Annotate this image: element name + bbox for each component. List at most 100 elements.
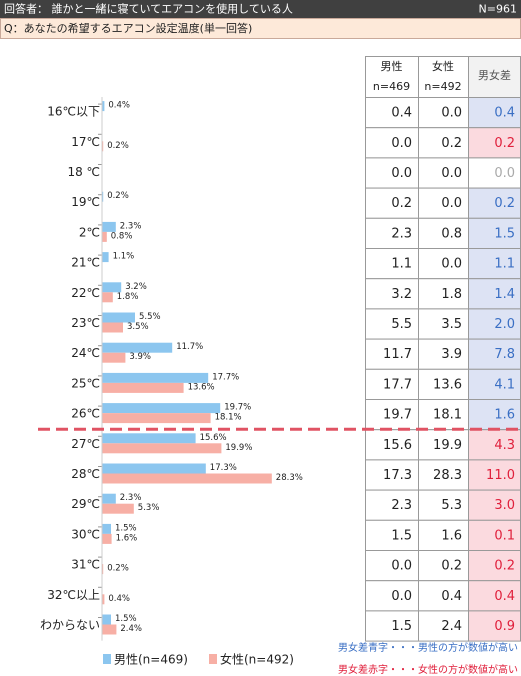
bar	[102, 433, 196, 444]
table-cell: 19.7	[383, 408, 412, 423]
value-label: 1.1%	[113, 252, 135, 262]
row-bg	[365, 368, 469, 400]
category-label: 22℃	[71, 286, 100, 300]
table-cell: 0.8	[441, 226, 462, 241]
table-cell: 0.2	[441, 136, 462, 151]
category-label: 19℃	[71, 195, 100, 209]
value-label: 15.6%	[200, 433, 227, 443]
category-label: 30℃	[71, 527, 100, 541]
table-cell: 19.9	[433, 438, 462, 453]
table-cell: 0.0	[441, 166, 462, 181]
category-label: 24℃	[71, 346, 100, 360]
bar	[102, 352, 126, 363]
row-bg	[365, 308, 469, 340]
value-label: 0.2%	[107, 564, 129, 574]
row-bg	[365, 278, 469, 310]
table-cell: 7.8	[494, 347, 515, 362]
table-cell: 1.6	[441, 528, 462, 543]
table-cell: 0.0	[441, 106, 462, 121]
value-label: 19.9%	[225, 443, 252, 453]
table-cell: 5.5	[391, 317, 412, 332]
value-label: 3.2%	[125, 282, 147, 292]
bar	[102, 443, 222, 454]
category-label: 16℃以下	[47, 105, 100, 119]
value-label: 17.3%	[210, 463, 237, 473]
table-cell: 17.3	[383, 468, 412, 483]
category-label: 27℃	[71, 437, 100, 451]
bar	[102, 564, 104, 575]
table-cell: 0.9	[494, 619, 515, 634]
table-cell: 0.1	[494, 528, 515, 543]
table-cell: 1.6	[494, 408, 515, 423]
column-header: 女性	[432, 59, 454, 73]
table-cell: 0.0	[391, 136, 412, 151]
table-cell: 0.0	[391, 589, 412, 604]
bar	[102, 533, 112, 544]
category-label: 17℃	[71, 135, 100, 149]
bar	[102, 322, 123, 333]
table-cell: 2.3	[391, 498, 412, 513]
category-label: わからない	[40, 618, 100, 632]
bar	[102, 523, 111, 534]
table-cell: 4.3	[494, 438, 515, 453]
column-header: 男性	[381, 59, 403, 73]
table-cell: 0.2	[494, 196, 515, 211]
diff-cell	[468, 489, 521, 521]
table-cell: 1.5	[391, 619, 412, 634]
value-label: 1.5%	[115, 523, 137, 533]
column-header: 男女差	[478, 68, 511, 82]
category-label: 29℃	[71, 497, 100, 511]
category-label: 25℃	[71, 376, 100, 390]
value-label: 2.3%	[120, 221, 142, 231]
value-label: 0.4%	[108, 594, 130, 604]
diff-cell	[468, 459, 521, 491]
diff-cell	[468, 550, 521, 582]
value-label: 0.8%	[111, 231, 133, 241]
diff-cell	[468, 368, 521, 400]
table-cell: 2.4	[441, 619, 462, 634]
table-cell: 28.3	[433, 468, 462, 483]
table-cell: 11.7	[383, 347, 412, 362]
value-label: 17.7%	[212, 372, 239, 382]
table-cell: 13.6	[433, 377, 462, 392]
row-bg	[365, 610, 469, 642]
category-label: 18 ℃	[67, 165, 100, 179]
table-cell: 0.0	[441, 196, 462, 211]
table-cell: 0.4	[494, 106, 515, 121]
table-cell: 2.3	[391, 226, 412, 241]
bar	[102, 403, 221, 414]
table-cell: 1.8	[441, 287, 462, 302]
bar	[102, 221, 116, 232]
bar	[102, 413, 211, 424]
diff-cell	[468, 217, 521, 250]
row-bg	[365, 399, 469, 431]
category-label: 31℃	[71, 558, 100, 572]
note: 男女差青字・・・男性の方が数値が高い	[338, 641, 518, 654]
category-label: 21℃	[71, 256, 100, 270]
value-label: 19.7%	[224, 403, 251, 413]
bar	[102, 382, 184, 393]
table-cell: 0.0	[494, 166, 515, 181]
diff-cell	[468, 127, 521, 159]
bar	[102, 473, 272, 484]
table-cell: 1.5	[391, 528, 412, 543]
category-label: 23℃	[71, 316, 100, 330]
table-cell: 1.4	[494, 287, 515, 302]
legend-swatch	[103, 654, 111, 664]
bar	[102, 493, 116, 504]
table-cell: 3.2	[391, 287, 412, 302]
value-label: 0.2%	[107, 191, 129, 201]
value-label: 2.3%	[120, 493, 142, 503]
table-cell: 1.1	[494, 257, 515, 272]
bar	[102, 282, 122, 293]
bar	[102, 231, 107, 242]
value-label: 1.6%	[116, 533, 138, 543]
value-label: 1.5%	[115, 614, 137, 624]
table-cell: 3.9	[441, 347, 462, 362]
table-cell: 3.5	[441, 317, 462, 332]
row-bg	[365, 97, 469, 129]
table-cell: 1.1	[391, 257, 412, 272]
respondents: 回答者： 誰かと一緒に寝ていてエアコンを使用している人	[4, 2, 293, 16]
table-cell: 0.0	[391, 559, 412, 574]
